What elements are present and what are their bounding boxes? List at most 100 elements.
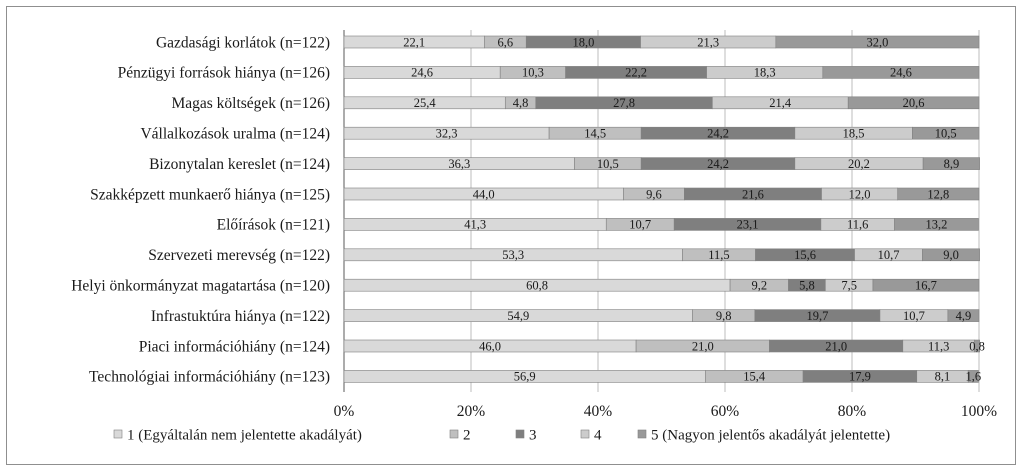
legend-swatch	[113, 429, 123, 439]
x-tick-label: 0%	[334, 403, 355, 420]
x-tick-label: 100%	[961, 403, 997, 420]
x-tick-label: 80%	[838, 403, 867, 420]
legend-item: 2	[449, 428, 471, 444]
data-label: 11,6	[847, 218, 868, 232]
category-label: Magas költségek (n=126)	[171, 95, 330, 112]
category-label: Vállalkozások uralma (n=124)	[140, 126, 330, 143]
data-label: 53,3	[502, 248, 524, 262]
data-label: 18,0	[572, 35, 594, 49]
bar-segment	[967, 370, 979, 383]
data-label: 60,8	[526, 279, 548, 293]
bar-row: 22,1 6,6 18,0 21,3 32,0	[343, 35, 980, 49]
data-label: 9,8	[716, 309, 732, 323]
data-label: 10,7	[878, 248, 900, 262]
bar-row: 32,3 14,5 24,2 18,5 10,5	[343, 126, 980, 141]
data-label: 18,5	[843, 127, 865, 141]
data-label: 14,5	[584, 127, 606, 141]
category-label: Pénzügyi források hiánya (n=126)	[118, 65, 330, 82]
category-label: Bizonytalan kereslet (n=124)	[149, 156, 330, 173]
data-label: 10,7	[629, 218, 651, 232]
legend-label: 4	[594, 428, 602, 444]
bar-segment	[872, 278, 980, 292]
data-label: 8,9	[944, 157, 960, 171]
category-label: Technológiai információhiány (n=123)	[89, 369, 330, 386]
legend-swatch	[580, 429, 590, 439]
data-label: 15,6	[794, 248, 816, 262]
data-label: 13,2	[926, 218, 948, 232]
data-label: 21,6	[742, 187, 764, 201]
x-tick-label: 60%	[711, 403, 740, 420]
data-label: 32,3	[436, 127, 458, 141]
data-label: 12,8	[927, 187, 949, 201]
x-axis-ticks: 0% 20% 40% 60% 80% 100%	[334, 403, 998, 420]
data-label: 7,5	[841, 279, 857, 293]
bar-row: 25,4 4,8 27,8 21,4 20,6	[343, 96, 980, 110]
legend-item: 4	[580, 428, 602, 444]
data-label: 8,1	[935, 370, 951, 384]
category-label: Piaci információhiány (n=124)	[139, 338, 330, 355]
data-label: 18,3	[754, 66, 776, 80]
data-label: 16,7	[915, 279, 937, 293]
data-label: 10,5	[597, 157, 619, 171]
bar-row: 56,9 15,4 17,9 8,1 1,6	[343, 370, 981, 384]
data-label: 19,7	[806, 309, 828, 323]
data-label: 44,0	[473, 187, 495, 201]
data-label: 6,6	[497, 35, 513, 49]
data-label: 4,8	[513, 96, 529, 110]
category-labels: Gazdasági korlátok (n=122) Pénzügyi forrá…	[71, 34, 330, 385]
category-label: Szakképzett munkaerő hiánya (n=125)	[90, 186, 330, 203]
data-label: 20,6	[903, 96, 925, 110]
bar-row: 41,3 10,7 23,1 11,6 13,2	[343, 218, 979, 232]
data-label: 0,8	[969, 339, 985, 353]
data-label: 24,2	[707, 157, 729, 171]
data-label: 21,3	[697, 35, 719, 49]
bar-segment	[847, 96, 980, 110]
data-label: 10,3	[522, 66, 544, 80]
legend-swatch	[449, 429, 459, 439]
data-label: 27,8	[613, 96, 635, 110]
data-label: 54,9	[507, 309, 529, 323]
legend-swatch	[515, 429, 525, 439]
bar-segment	[912, 126, 980, 140]
legend-item: 3	[515, 428, 537, 444]
gridlines	[343, 30, 980, 392]
chart-frame	[6, 6, 1016, 465]
category-label: Előírások (n=121)	[217, 217, 330, 234]
bar-row: 54,9 9,8 19,7 10,7 4,9	[343, 309, 980, 323]
data-label: 24,6	[890, 66, 912, 80]
bar-segment	[822, 66, 980, 79]
data-label: 32,0	[866, 35, 888, 49]
data-label: 46,0	[479, 339, 501, 353]
bar-segment	[894, 218, 979, 231]
legend-item: 5 (Nagyon jelentős akadályát jelentette)	[637, 428, 890, 444]
data-label: 56,9	[514, 370, 536, 384]
category-label: Szervezeti merevség (n=122)	[148, 247, 330, 264]
data-label: 41,3	[464, 218, 486, 232]
data-label: 22,2	[625, 66, 647, 80]
data-label: 4,9	[956, 309, 972, 323]
x-tick-label: 20%	[457, 403, 486, 420]
bars: 22,1 6,6 18,0 21,3 32,0 24,6 10,3 22,2 18,3 24,6 2…	[343, 35, 985, 384]
data-label: 10,5	[935, 127, 957, 141]
data-label: 5,8	[799, 279, 815, 293]
bar-row: 44,0 9,6 21,6 12,0 12,8	[343, 187, 980, 201]
data-label: 24,6	[411, 66, 433, 80]
bar-segment	[922, 157, 980, 170]
data-label: 9,6	[646, 187, 662, 201]
data-label: 23,1	[737, 218, 759, 232]
legend-label: 1 (Egyáltalán nem jelentette akadályát)	[127, 428, 362, 444]
data-label: 24,2	[707, 127, 729, 141]
data-label: 21,4	[769, 96, 792, 110]
data-label: 15,4	[743, 370, 766, 384]
data-label: 10,7	[903, 309, 925, 323]
data-label: 21,0	[825, 339, 847, 353]
data-label: 9,2	[751, 279, 767, 293]
bar-row: 60,8 9,2 5,8 7,5 16,7	[343, 278, 980, 293]
data-label: 21,0	[692, 339, 714, 353]
category-label: Helyi önkormányzat magatartása (n=120)	[71, 278, 330, 295]
data-label: 22,1	[403, 35, 425, 49]
data-label: 1,6	[965, 370, 981, 384]
legend-label: 2	[463, 428, 471, 444]
legend-item: 1 (Egyáltalán nem jelentette akadályát)	[113, 428, 362, 444]
